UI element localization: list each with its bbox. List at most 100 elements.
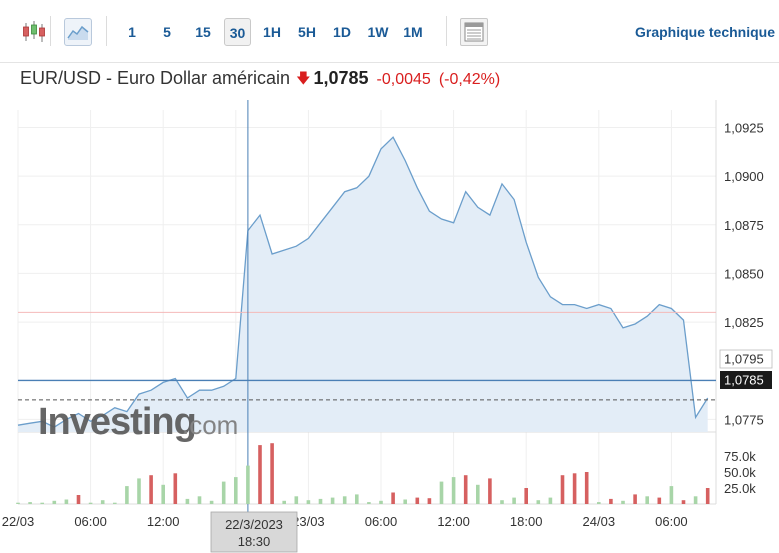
volume-bar bbox=[391, 492, 395, 504]
price-tick-label: 1,0925 bbox=[724, 121, 764, 136]
time-axis: 22/0306:0012:0018:0023/0306:0012:0018:00… bbox=[2, 514, 688, 529]
interval-30-button[interactable]: 30 bbox=[224, 18, 251, 46]
svg-text:1,0785: 1,0785 bbox=[724, 373, 764, 388]
volume-bar bbox=[161, 484, 165, 504]
price-change: -0,0045 bbox=[376, 71, 431, 88]
volume-bar bbox=[209, 500, 214, 504]
volume-bar bbox=[294, 496, 299, 504]
area-chart-icon[interactable] bbox=[64, 18, 92, 46]
svg-text:18:30: 18:30 bbox=[238, 534, 271, 549]
volume-bar bbox=[234, 477, 238, 504]
volume-bar bbox=[645, 496, 649, 504]
volume-bar bbox=[318, 498, 323, 504]
volume-bar bbox=[584, 472, 589, 504]
volume-bar bbox=[597, 502, 601, 504]
volume-bar bbox=[633, 494, 637, 504]
volume-bar bbox=[427, 498, 432, 504]
volume-bar bbox=[113, 502, 117, 504]
volume-tick-label: 75.0k bbox=[724, 449, 756, 464]
volume-bar bbox=[536, 500, 541, 504]
volume-tick-label: 50.0k bbox=[724, 465, 756, 480]
time-tick-label: 22/03 bbox=[2, 514, 35, 529]
current-price-label: 1,0785 bbox=[720, 371, 772, 389]
volume-bar bbox=[16, 502, 20, 504]
investing-watermark: Investing .com bbox=[38, 401, 238, 443]
instrument-header: EUR/USD - Euro Dollar américain 🡇 1,0785 -0… bbox=[20, 66, 500, 90]
volume-bar bbox=[100, 500, 105, 504]
interval-1-button[interactable]: 1 bbox=[128, 24, 136, 40]
volume-bar bbox=[40, 502, 44, 504]
time-tick-label: 06:00 bbox=[74, 514, 107, 529]
volume-bar bbox=[500, 500, 504, 504]
price-tick-label: 1,0775 bbox=[724, 412, 764, 427]
volume-bar bbox=[125, 486, 129, 504]
candlestick-chart-icon[interactable] bbox=[20, 18, 48, 46]
volume-bar bbox=[669, 486, 674, 504]
volume-bar bbox=[306, 500, 311, 504]
volume-bar bbox=[221, 481, 226, 504]
data-table-icon[interactable] bbox=[460, 18, 488, 46]
volume-bar bbox=[548, 497, 553, 504]
volume-bars bbox=[16, 443, 710, 504]
volume-bar bbox=[282, 500, 286, 504]
volume-bar bbox=[258, 445, 262, 504]
price-area-fill bbox=[18, 137, 708, 432]
volume-bar bbox=[330, 497, 335, 504]
volume-bar bbox=[379, 500, 383, 504]
volume-tick-label: 25.0k bbox=[724, 481, 756, 496]
interval-1d-button[interactable]: 1D bbox=[333, 24, 351, 40]
interval-5h-button[interactable]: 5H bbox=[298, 24, 316, 40]
last-price: 1,0785 bbox=[313, 68, 369, 88]
time-tick-label: 12:00 bbox=[437, 514, 470, 529]
time-tick-label: 06:00 bbox=[365, 514, 398, 529]
time-tick-label: 23/03 bbox=[292, 514, 325, 529]
toolbar-divider bbox=[50, 16, 51, 46]
volume-bar bbox=[609, 498, 613, 504]
volume-bar bbox=[149, 475, 153, 504]
instrument-name: EUR/USD - Euro Dollar américain bbox=[20, 68, 291, 88]
price-chart[interactable]: Investing .com 1,0925 1,0900 1,0875 1,0850 1… bbox=[0, 100, 779, 553]
interval-15-button[interactable]: 15 bbox=[195, 24, 211, 40]
interval-1w-button[interactable]: 1W bbox=[367, 24, 389, 40]
volume-bar bbox=[355, 494, 359, 504]
volume-bar bbox=[621, 500, 625, 504]
price-tick-label: 1,0875 bbox=[724, 218, 764, 233]
volume-bar bbox=[476, 484, 480, 504]
toolbar-divider bbox=[446, 16, 447, 46]
volume-bar bbox=[197, 496, 202, 504]
volume-bar bbox=[560, 475, 565, 504]
price-tick-label: 1,0850 bbox=[724, 266, 764, 281]
price-tick-label: 1,0900 bbox=[724, 169, 764, 184]
volume-bar bbox=[88, 502, 93, 504]
crosshair-datetime-label: 22/3/2023 18:30 bbox=[210, 511, 298, 553]
toolbar-divider bbox=[106, 16, 107, 46]
volume-bar bbox=[705, 488, 710, 504]
volume-bar bbox=[342, 496, 347, 504]
volume-bar bbox=[137, 478, 141, 504]
interval-5-button[interactable]: 5 bbox=[163, 24, 171, 40]
volume-bar bbox=[463, 475, 468, 504]
volume-bar bbox=[512, 497, 516, 504]
watermark-suffix: .com bbox=[182, 410, 238, 440]
time-tick-label: 24/03 bbox=[583, 514, 616, 529]
volume-bar bbox=[415, 497, 420, 504]
interval-1h-button[interactable]: 1H bbox=[263, 24, 281, 40]
chart-toolbar: 1 5 15 30 1H 5H 1D 1W 1M Graphique techn… bbox=[0, 0, 779, 63]
time-tick-label: 12:00 bbox=[147, 514, 180, 529]
interval-1m-button[interactable]: 1M bbox=[403, 24, 423, 40]
volume-bar bbox=[64, 499, 69, 504]
volume-bar bbox=[681, 500, 686, 504]
volume-bar bbox=[52, 500, 57, 504]
volume-bar bbox=[185, 498, 190, 504]
volume-bar bbox=[403, 499, 407, 504]
down-arrow-icon: 🡇 bbox=[296, 70, 311, 86]
volume-bar bbox=[693, 496, 698, 504]
time-tick-label: 06:00 bbox=[655, 514, 688, 529]
volume-bar bbox=[451, 477, 456, 504]
technical-chart-link[interactable]: Graphique technique bbox=[634, 24, 775, 40]
time-tick-label: 18:00 bbox=[510, 514, 543, 529]
volume-bar bbox=[270, 443, 274, 504]
price-axis: 1,0925 1,0900 1,0875 1,0850 1,0825 1,0775 bbox=[724, 121, 764, 428]
volume-bar bbox=[524, 488, 528, 504]
